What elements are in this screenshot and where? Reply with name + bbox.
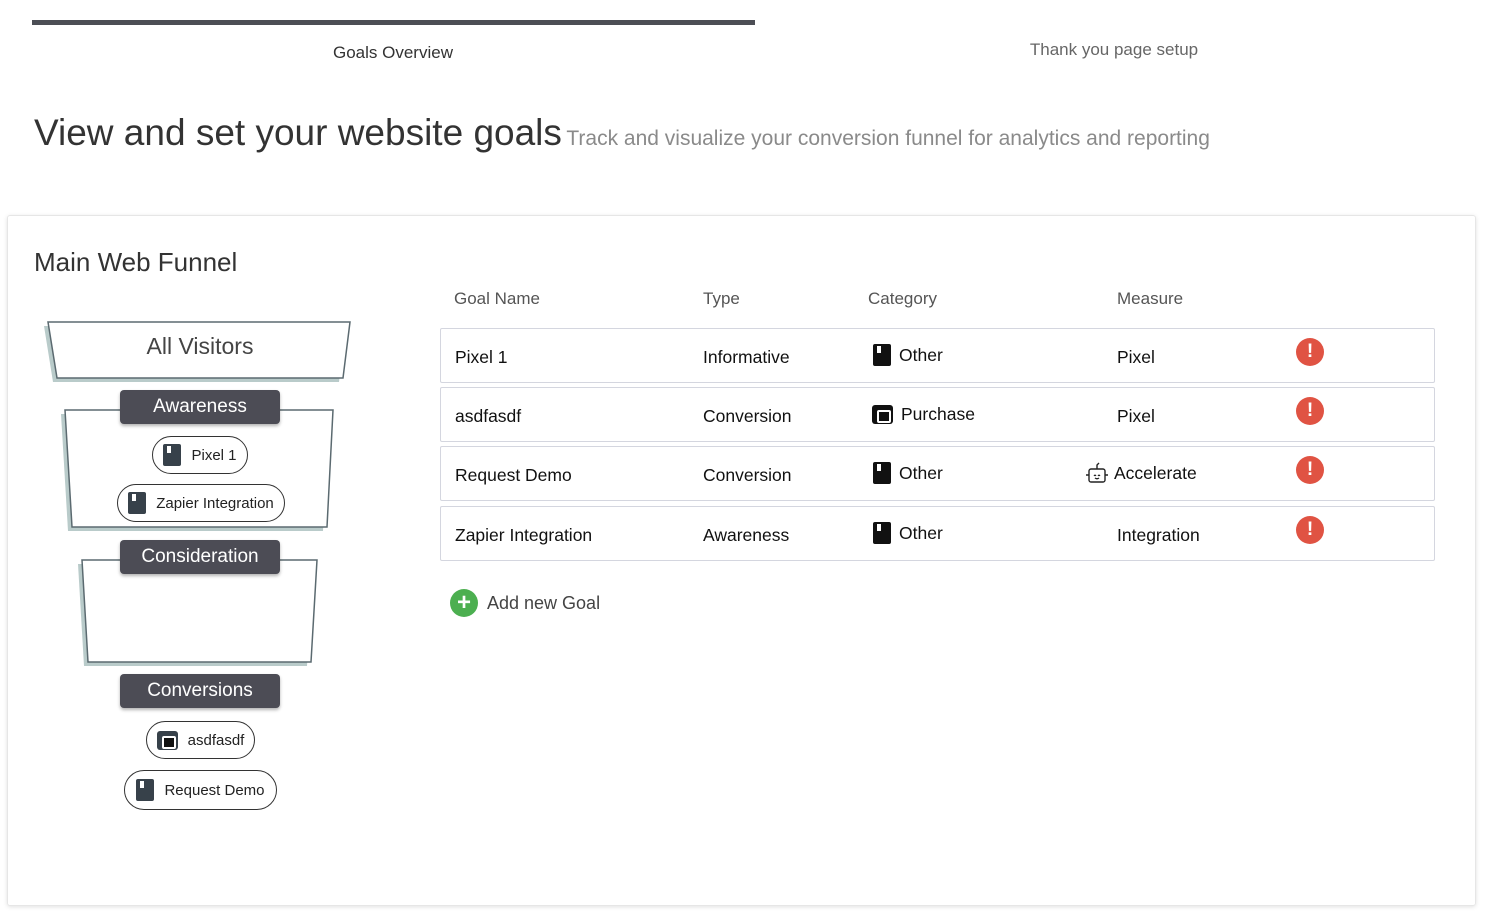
alert-icon[interactable]: ! [1296, 456, 1324, 484]
chip-label: Request Demo [164, 781, 265, 799]
funnel-goal-chip[interactable]: Request Demo [124, 770, 277, 810]
plus-circle-icon: + [450, 589, 478, 617]
page-title: View and set your website goals [34, 112, 562, 153]
bookmark-icon [136, 779, 155, 801]
bookmark-icon [873, 462, 891, 484]
alert-icon[interactable]: ! [1296, 397, 1324, 425]
category-label: Purchase [901, 404, 975, 424]
goal-measure: Pixel [1117, 406, 1155, 426]
alert-icon[interactable]: ! [1296, 516, 1324, 544]
wallet-icon [872, 405, 893, 424]
wallet-icon [156, 730, 178, 750]
table-row[interactable]: asdfasdf Conversion Purchase Pixel ! [440, 387, 1435, 442]
bookmark-icon [873, 522, 891, 544]
chip-label: Zapier Integration [156, 494, 274, 512]
goal-name: Request Demo [455, 465, 572, 485]
stage-conversions: Conversions [120, 674, 280, 708]
header-type: Type [703, 289, 740, 308]
funnel-top-shape [47, 321, 351, 379]
goal-measure: Pixel [1117, 347, 1155, 367]
category-label: Other [899, 462, 943, 483]
goal-category: Other [873, 344, 943, 366]
funnel-title: Main Web Funnel [34, 247, 238, 277]
goal-measure: Integration [1117, 525, 1200, 545]
funnel-goal-chip[interactable]: Pixel 1 [152, 436, 248, 474]
table-row[interactable]: Request Demo Conversion Other Accelerate… [440, 446, 1435, 501]
goal-type: Conversion [703, 465, 792, 485]
bookmark-icon [163, 444, 182, 466]
goal-type: Awareness [703, 525, 790, 545]
chip-label: Pixel 1 [191, 446, 237, 464]
bookmark-icon [128, 492, 147, 514]
table-row[interactable]: Pixel 1 Informative Other Pixel ! [440, 328, 1435, 383]
measure-label: Accelerate [1114, 462, 1197, 483]
page-header: View and set your website goals Track an… [34, 112, 1210, 154]
goal-name: Zapier Integration [455, 525, 593, 545]
goal-type: Conversion [703, 406, 792, 426]
category-label: Other [899, 522, 943, 543]
active-tab-indicator [32, 20, 755, 25]
robot-icon [1086, 462, 1108, 483]
header-measure: Measure [1117, 289, 1184, 308]
goal-category: Other [873, 522, 943, 544]
goal-measure: Accelerate [1085, 462, 1197, 484]
goal-name: Pixel 1 [455, 347, 508, 367]
bookmark-icon [873, 344, 891, 366]
tab-thank-you-page-setup[interactable]: Thank you page setup [1029, 40, 1199, 59]
header-category: Category [868, 289, 937, 308]
goal-name: asdfasdf [455, 406, 522, 426]
alert-icon[interactable]: ! [1296, 338, 1324, 366]
funnel-goal-chip[interactable]: asdfasdf [146, 721, 255, 759]
stage-awareness: Awareness [120, 390, 280, 424]
add-new-goal-button[interactable]: + Add new Goal [450, 589, 600, 617]
funnel-all-visitors: All Visitors [146, 333, 254, 359]
funnel-consideration-shape [81, 559, 318, 663]
funnel-card [7, 215, 1476, 906]
category-label: Other [899, 344, 943, 365]
header-goal-name: Goal Name [454, 289, 540, 308]
add-goal-label: Add new Goal [487, 592, 601, 613]
tab-goals-overview[interactable]: Goals Overview [333, 43, 453, 62]
goal-type: Informative [703, 347, 790, 367]
chip-label: asdfasdf [187, 731, 245, 749]
goal-category: Other [873, 462, 943, 484]
funnel-goal-chip[interactable]: Zapier Integration [117, 484, 285, 522]
stage-consideration: Consideration [120, 540, 280, 574]
page-subtitle: Track and visualize your conversion funn… [566, 127, 1210, 150]
goal-category: Purchase [872, 404, 975, 425]
table-row[interactable]: Zapier Integration Awareness Other Integ… [440, 506, 1435, 561]
